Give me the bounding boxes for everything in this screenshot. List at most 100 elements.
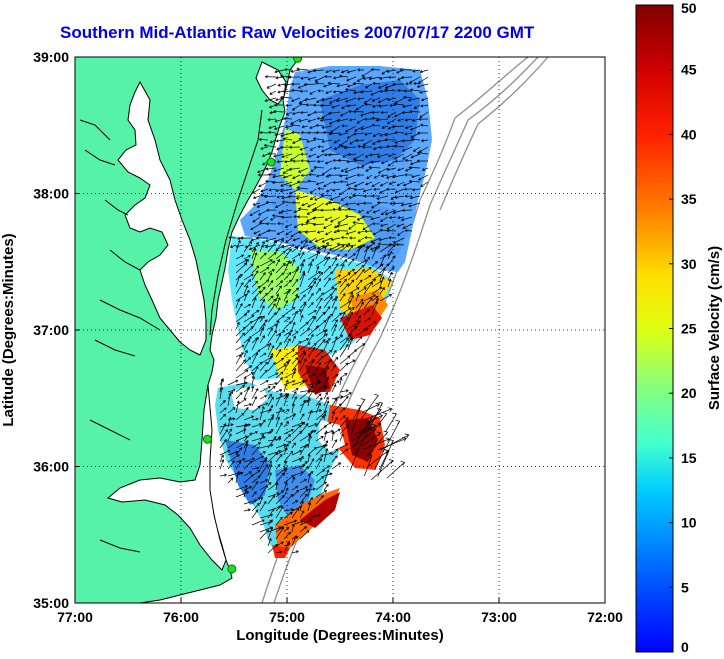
velocity-vector [306,209,317,215]
velocity-vector [235,354,242,365]
velocity-vector [312,137,325,141]
velocity-vector [267,396,274,407]
velocity-vector [400,216,413,222]
velocity-vector [307,487,316,491]
velocity-vector [243,284,249,295]
velocity-vector [259,305,265,316]
velocity-vector [315,481,328,491]
velocity-vector [291,500,299,505]
velocity-vector [291,258,296,267]
velocity-vector [347,271,357,281]
velocity-vector [263,143,277,148]
velocity-vector [300,159,309,163]
velocity-vector [371,298,379,309]
velocity-vector [356,165,365,170]
velocity-vector [331,383,337,393]
velocity-vector [243,432,253,442]
velocity-vector [265,200,277,204]
velocity-vector [277,83,285,87]
velocity-vector [331,104,341,109]
velocity-vector [321,111,333,119]
velocity-vector [416,83,429,88]
velocity-vector [339,392,352,400]
velocity-vector [327,111,341,115]
x-tick-label-2: 75:00 [269,609,305,625]
velocity-vector [251,417,259,421]
velocity-vector [347,294,354,309]
colorbar-tick-label-0: 0 [681,639,689,655]
colorbar-ticks: 0 5 10 15 20 25 30 35 40 45 50 [669,0,697,655]
velocity-vector [269,139,277,144]
velocity-vector [248,244,261,251]
velocity-vector [312,222,325,227]
velocity-vector [339,283,350,295]
velocity-vector [276,195,285,199]
velocity-vector [299,500,304,512]
velocity-vector [267,260,276,267]
velocity-vector [291,201,301,205]
velocity-vector [339,433,344,442]
velocity-vector [315,250,320,260]
velocity-vector [341,124,349,128]
velocity-vector [275,357,285,365]
velocity-vector [361,393,379,419]
velocity-vector [251,280,259,288]
velocity-vector [360,125,373,131]
velocity-vector [371,202,381,209]
velocity-vector [418,117,429,121]
velocity-vector [348,223,357,230]
velocity-vector [323,153,333,157]
velocity-vector [283,83,293,87]
velocity-vector [243,386,250,400]
velocity-vector [291,335,296,344]
velocity-vector [219,400,226,407]
velocity-vector [283,511,293,519]
velocity-vector [331,297,337,309]
velocity-vector [281,200,293,204]
velocity-vector [267,229,277,233]
velocity-vector [219,423,234,428]
velocity-vector [371,181,381,187]
velocity-vector [227,454,240,463]
velocity-vector [273,153,285,158]
velocity-vector [316,159,325,164]
velocity-vector [251,497,261,505]
velocity-vector [324,216,333,221]
velocity-vector [321,125,333,130]
velocity-vector [315,338,326,351]
velocity-vector [274,118,285,123]
velocity-vector [275,188,285,193]
velocity-vector [323,277,331,288]
velocity-vector [307,502,312,512]
velocity-vector [267,240,278,253]
velocity-vector [275,314,285,323]
velocity-vector [380,433,410,451]
velocity-vector [272,174,285,179]
velocity-vector [317,244,325,250]
velocity-vector [402,104,413,109]
velocity-vector [370,216,381,221]
velocity-vector [396,69,405,74]
velocity-vector [267,345,275,358]
velocity-vector [348,118,357,122]
velocity-vector [315,349,324,358]
velocity-vector [275,377,283,386]
velocity-vector [371,300,379,316]
velocity-vector [347,359,356,365]
velocity-vector [336,223,349,228]
velocity-vector [299,399,306,414]
velocity-vector [413,81,421,86]
velocity-vector [243,349,248,358]
velocity-vector [339,343,349,358]
velocity-vector [317,145,325,149]
velocity-vector [283,428,294,435]
velocity-vector [258,137,269,142]
velocity-vector [299,239,308,253]
velocity-vector [355,264,365,274]
velocity-vector [363,275,372,281]
velocity-vector [307,244,317,250]
velocity-vector [323,296,333,309]
x-tick-labels: 77:00 76:00 75:00 74:00 73:00 72:00 [57,598,623,625]
velocity-vector [376,195,389,200]
velocity-vector [381,69,389,75]
